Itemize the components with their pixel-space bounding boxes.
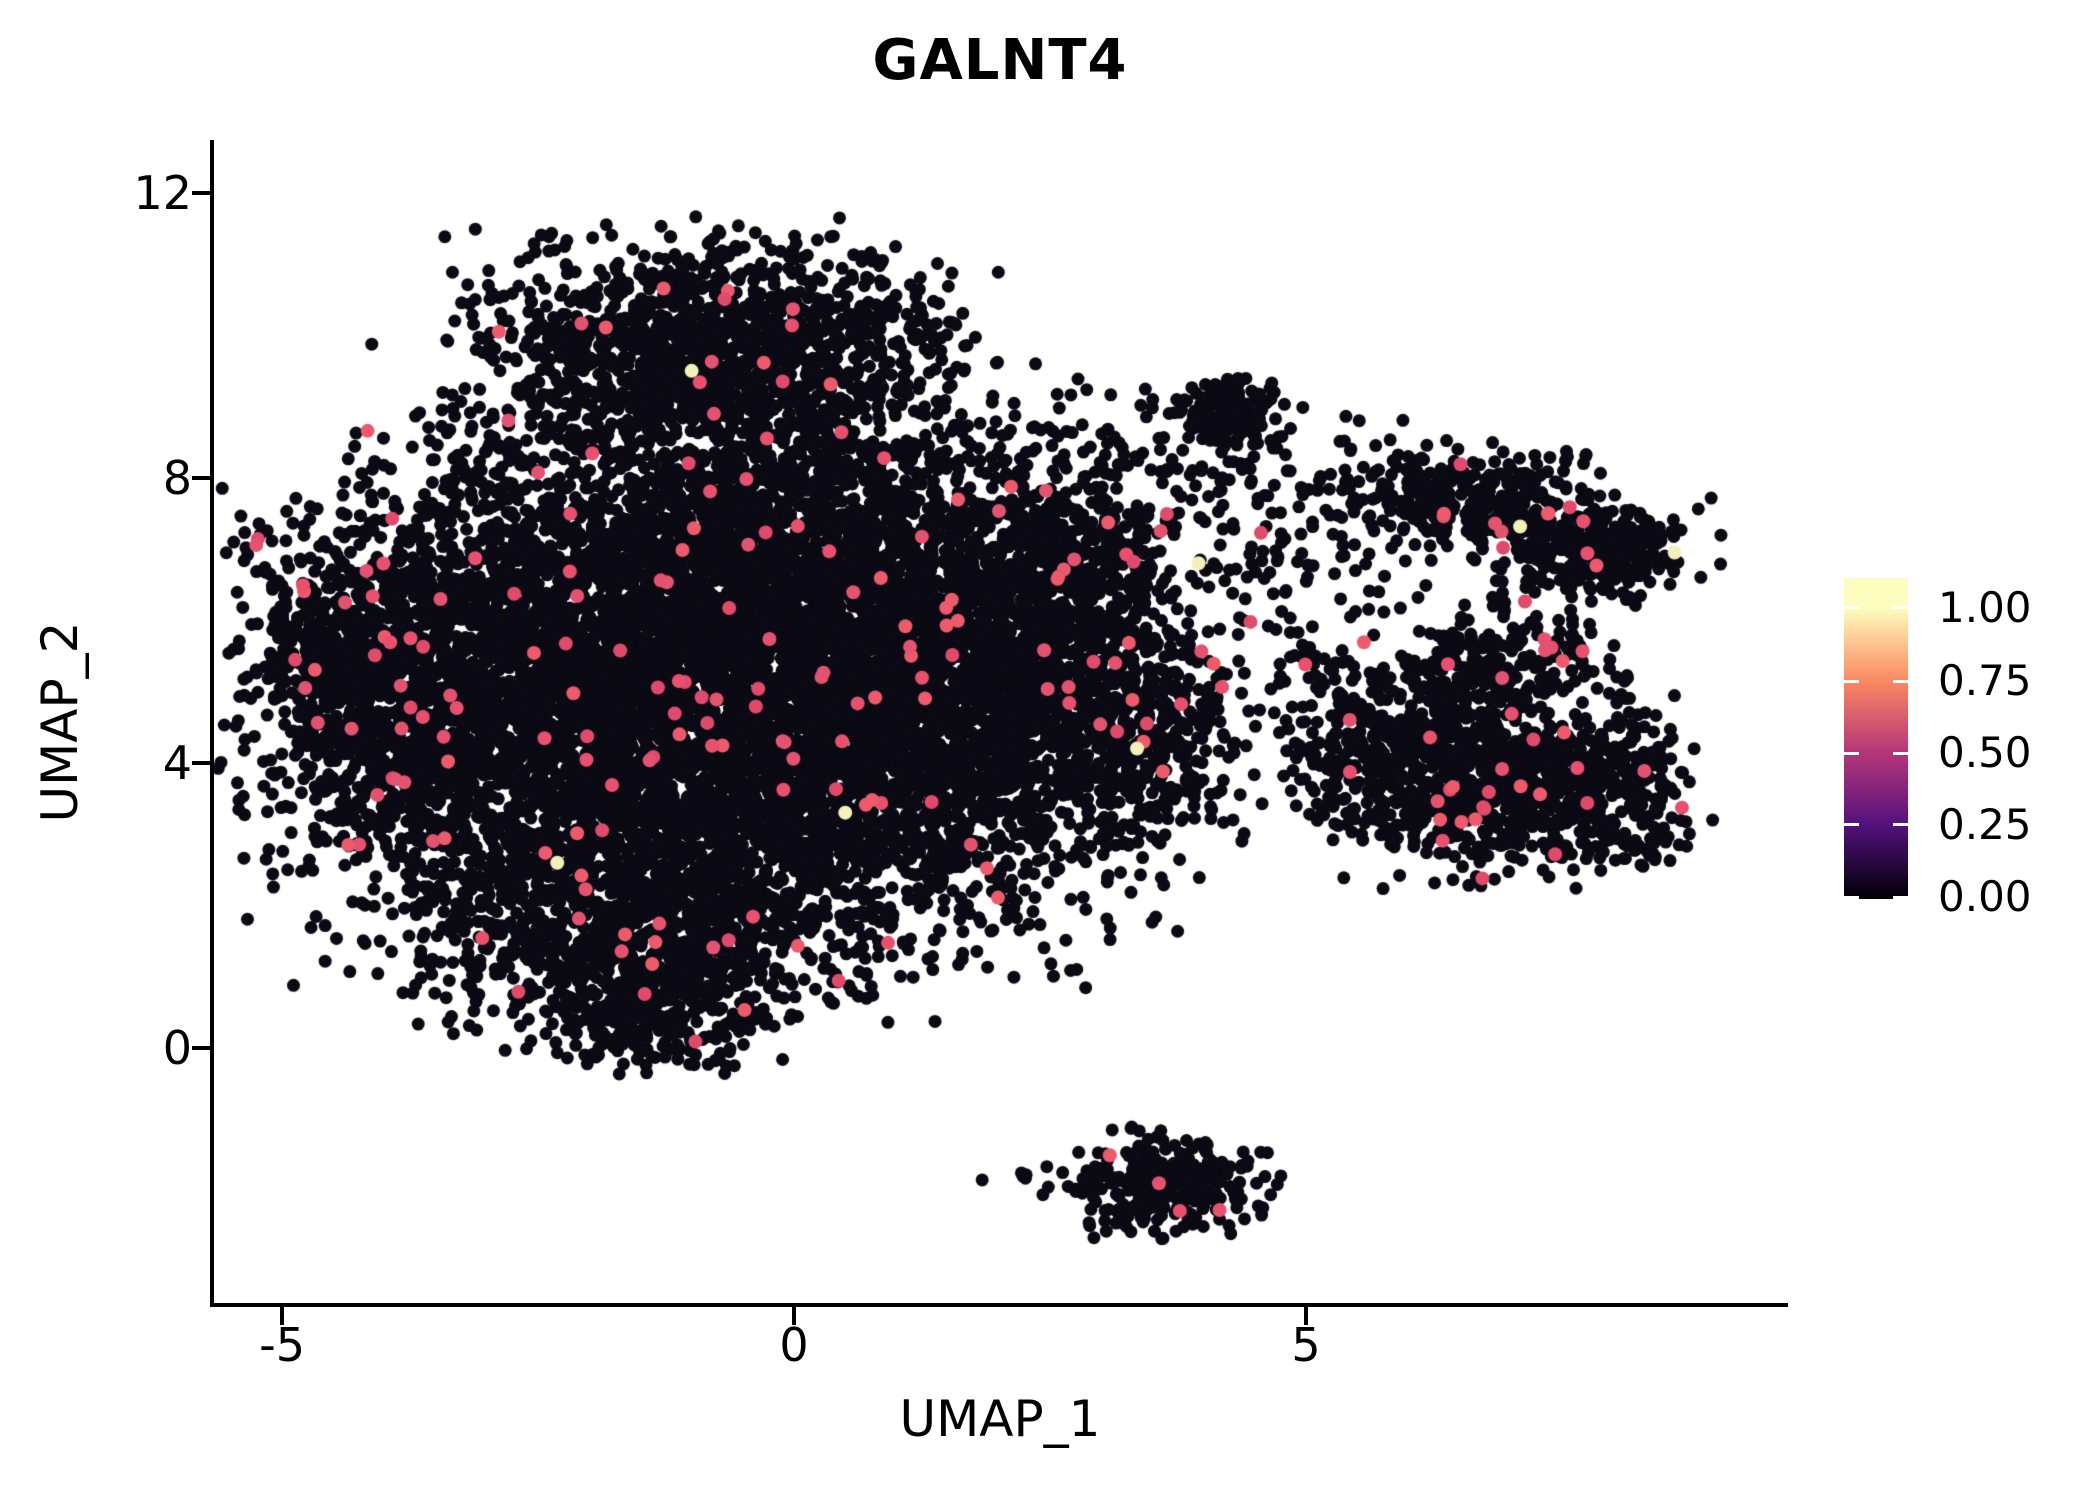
x-tick-mark [1304, 1307, 1308, 1325]
legend-tick-mark [1893, 606, 1908, 610]
y-axis-label: UMAP_2 [31, 621, 89, 823]
legend-tick-mark [1844, 606, 1859, 610]
y-tick-label: 8 [162, 450, 192, 505]
y-tick-mark [192, 760, 210, 765]
legend-tick-label: 0.25 [1938, 799, 2032, 849]
y-tick-label: 0 [162, 1020, 192, 1075]
legend-tick-label: 0.75 [1938, 656, 2032, 706]
plot-title: GALNT4 [872, 28, 1128, 93]
legend-tick-label: 0.50 [1938, 728, 2032, 778]
legend-tick-mark [1893, 679, 1908, 683]
y-tick-mark [192, 475, 210, 480]
x-axis-line [210, 1303, 1788, 1307]
plot-panel [212, 140, 1788, 1305]
legend-tick-mark [1893, 823, 1908, 827]
y-tick-label: 12 [133, 165, 192, 220]
x-tick-label: -5 [259, 1318, 305, 1372]
x-tick-mark [280, 1307, 285, 1325]
legend-tick-mark [1844, 679, 1859, 683]
y-tick-label: 4 [162, 735, 192, 790]
legend-tick-mark [1844, 751, 1859, 755]
y-tick-mark [192, 1045, 210, 1050]
legend-tick-label: 0.00 [1938, 872, 2032, 922]
y-tick-mark [192, 190, 210, 195]
legend-tick-mark [1893, 895, 1908, 899]
y-axis-line [210, 140, 214, 1307]
x-axis-label: UMAP_1 [899, 1390, 1101, 1448]
x-tick-label: 5 [1291, 1318, 1321, 1372]
legend-tick-mark [1844, 895, 1859, 899]
legend-tick-label: 1.00 [1938, 582, 2032, 632]
legend-tick-mark [1893, 751, 1908, 755]
legend-tick-mark [1844, 823, 1859, 827]
x-tick-label: 0 [779, 1318, 809, 1372]
x-tick-mark [792, 1307, 797, 1325]
legend-colorbar [1844, 578, 1908, 899]
